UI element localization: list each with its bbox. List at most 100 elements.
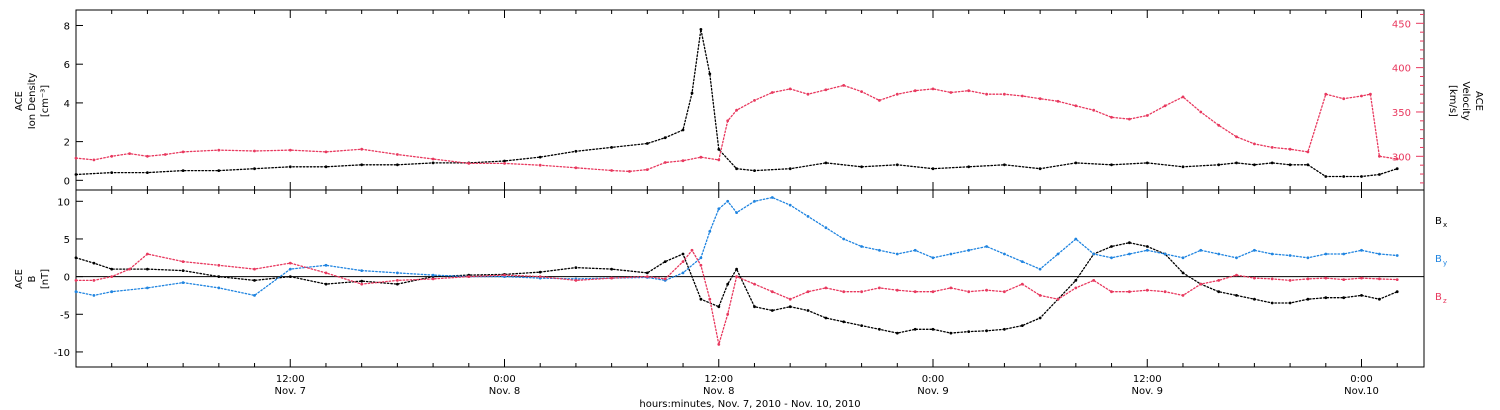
series-bottom-1-point (985, 245, 988, 248)
series-top-1-point (146, 154, 149, 158)
series-bottom-0-point (92, 261, 96, 265)
series-bottom-0-point (217, 275, 221, 278)
series-bottom-0-point (396, 282, 399, 286)
date-tick-label: Nov. 8 (489, 386, 520, 397)
series-top-1-point (860, 90, 863, 93)
series-bottom-1-point (1324, 252, 1328, 256)
series-top-0-point (1217, 163, 1221, 167)
series-top-0-point (753, 169, 756, 173)
series-bottom-0-point (1217, 290, 1221, 294)
series-top-0-trace (75, 29, 1398, 178)
series-bottom-2-point (396, 279, 399, 282)
series-bottom-2-point (878, 286, 881, 290)
series-bottom-1-point (770, 196, 774, 199)
ion-density-tick-label: 6 (64, 60, 70, 71)
series-top-1-point (163, 153, 167, 156)
series-bottom-2-point (1306, 277, 1310, 281)
series-bottom-1-point (708, 230, 712, 233)
series-top-0-point (574, 149, 578, 153)
ion-density-label-line3: [cm⁻³] (40, 85, 51, 117)
series-bottom-2-point (217, 263, 221, 267)
date-tick-label: Nov.10 (1344, 386, 1379, 397)
top-panel-marks (74, 28, 1399, 178)
series-bottom-1-point (1217, 252, 1221, 256)
series-top-1-point (726, 119, 730, 123)
series-top-1-point (1217, 123, 1221, 127)
series-bottom-0-point (74, 256, 78, 260)
series-top-0-point (735, 167, 738, 171)
series-bottom-2-point (1110, 290, 1113, 294)
series-top-1-point (1092, 108, 1096, 112)
series-top-0-point (1324, 175, 1328, 178)
series-bottom-0-point (753, 305, 756, 309)
series-bottom-0-point (860, 324, 863, 327)
series-top-0-point (146, 171, 149, 175)
series-top-1-point (360, 147, 364, 151)
series-top-1-point (967, 89, 971, 93)
series-top-1-point (217, 148, 221, 152)
velocity-tick-label: 450 (1392, 19, 1411, 30)
series-top-0-point (110, 171, 114, 175)
series-bottom-0-point (788, 305, 792, 309)
series-bottom-2-point (1163, 290, 1167, 294)
series-top-0-point (967, 165, 971, 169)
series-bottom-2-point (503, 273, 506, 277)
series-top-0-point (1074, 161, 1078, 165)
series-bottom-2-point (949, 286, 953, 290)
series-top-1-point (1145, 114, 1149, 117)
series-top-0-point (1145, 161, 1149, 165)
series-bottom-2-point (324, 271, 328, 275)
series-top-0-point (717, 148, 721, 151)
series-top-0-point (895, 163, 899, 167)
ion-density-tick-label: 4 (64, 99, 70, 110)
series-top-1-point (931, 87, 935, 91)
series-bottom-1-point (92, 294, 96, 297)
series-top-0-point (690, 91, 694, 95)
series-top-1-point (288, 148, 292, 152)
series-bottom-2-trace (75, 249, 1398, 345)
series-top-1-point (895, 92, 899, 96)
series-top-1-point (1235, 135, 1238, 139)
series-top-1-point (1270, 146, 1274, 149)
series-bottom-1-point (806, 215, 810, 218)
time-tick-label: 12:00 (704, 374, 733, 385)
series-top-0-point (663, 136, 667, 140)
series-top-0-point (1306, 163, 1310, 167)
series-bottom-2-point (1217, 279, 1221, 282)
series-bottom-0-point (726, 282, 730, 286)
series-top-1-point (1288, 147, 1292, 151)
series-bottom-1-point (1360, 248, 1363, 252)
series-bottom-2-point (92, 279, 96, 282)
series-bottom-1-point (1110, 256, 1113, 260)
series-bottom-0-point (1020, 324, 1024, 327)
series-bottom-2-point (360, 282, 364, 286)
series-bottom-2-point (1074, 286, 1078, 290)
series-top-0-point (931, 167, 935, 171)
series-bottom-1-point (824, 226, 828, 230)
series-bottom-1-point (1003, 252, 1006, 256)
bottom-panel-marks (74, 196, 1399, 346)
series-bottom-2-point (1056, 297, 1060, 301)
ion-density-tick-label: 8 (64, 21, 70, 32)
series-bottom-2-point (699, 263, 703, 267)
series-bottom-0-point (253, 279, 256, 282)
series-bottom-0-point (1038, 316, 1042, 320)
series-bottom-1-point (74, 290, 78, 294)
series-top-0-point (788, 167, 792, 171)
series-bottom-0-point (288, 275, 292, 278)
series-bottom-0-point (967, 330, 971, 333)
series-top-1-point (699, 155, 703, 159)
series-bottom-1-point (717, 207, 721, 211)
series-bottom-2-point (681, 260, 685, 263)
series-top-1-point (878, 99, 881, 102)
series-bottom-1-point (324, 263, 328, 267)
bottom-panel-frame (75, 189, 1425, 368)
series-top-1-point (574, 166, 578, 170)
series-bottom-0-point (1003, 327, 1006, 331)
series-bottom-1-point (878, 248, 881, 252)
series-bottom-2-point (770, 290, 774, 294)
series-bottom-1-point (253, 294, 256, 297)
series-bottom-2-point (931, 290, 935, 294)
series-bottom-2-point (735, 275, 738, 278)
series-bottom-0-point (1181, 271, 1185, 275)
